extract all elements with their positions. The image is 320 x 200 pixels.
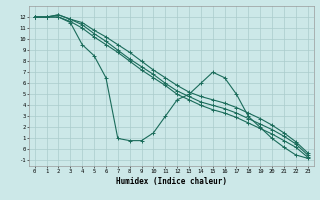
X-axis label: Humidex (Indice chaleur): Humidex (Indice chaleur) bbox=[116, 177, 227, 186]
